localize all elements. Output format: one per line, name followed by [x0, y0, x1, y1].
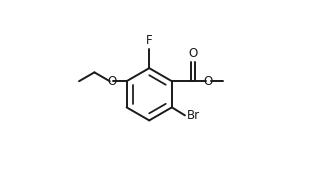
Text: O: O: [188, 47, 197, 61]
Text: O: O: [107, 75, 116, 88]
Text: F: F: [146, 34, 152, 47]
Text: O: O: [203, 75, 212, 88]
Text: Br: Br: [187, 109, 200, 122]
